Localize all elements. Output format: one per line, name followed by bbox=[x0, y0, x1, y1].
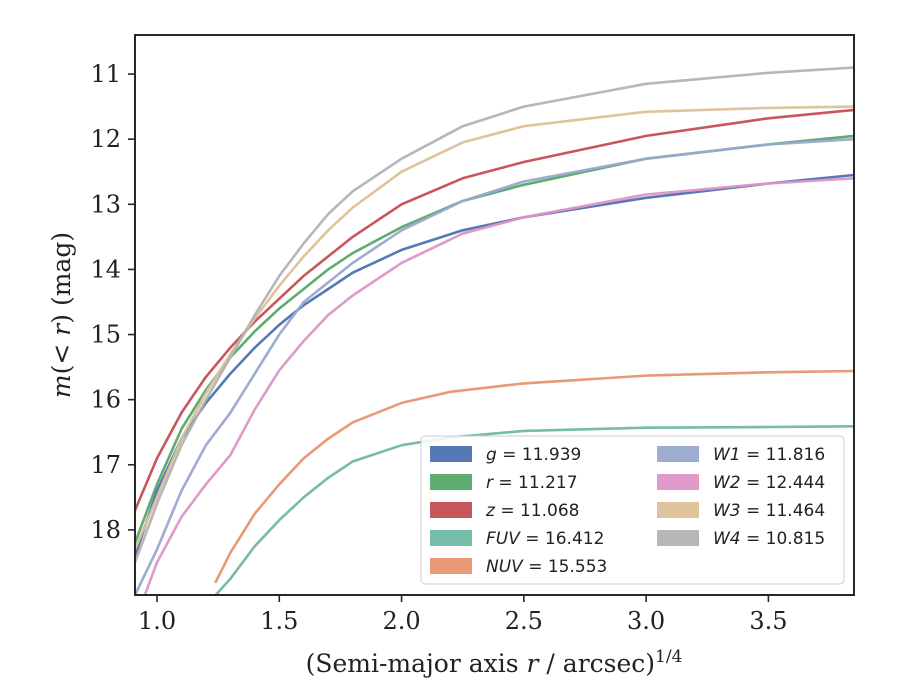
x-axis-ticks: 1.0 1.5 2.0 2.5 3.0 3.5 bbox=[138, 595, 787, 635]
y-tick-label: 14 bbox=[90, 255, 121, 283]
legend-swatch-r bbox=[430, 474, 472, 490]
series-line-w4 bbox=[135, 66, 854, 564]
legend: g = 11.939 r = 11.217 z = 11.068 FUV = 16.4… bbox=[420, 435, 845, 585]
x-tick-label: 2.0 bbox=[382, 607, 420, 635]
legend-swatch-w3 bbox=[657, 502, 699, 518]
legend-label-g: g = 11.939 bbox=[486, 445, 581, 465]
x-tick-label: 1.0 bbox=[138, 607, 176, 635]
legend-swatch-g bbox=[430, 446, 472, 462]
y-tick-label: 15 bbox=[90, 321, 121, 349]
x-tick-label: 1.5 bbox=[260, 607, 298, 635]
series-line-fuv bbox=[214, 424, 854, 595]
legend-label-nuv: NUV = 15.553 bbox=[486, 557, 607, 577]
legend-label-w4: W4 = 10.815 bbox=[713, 529, 825, 549]
legend-swatch-z bbox=[430, 502, 472, 518]
x-axis-label: (Semi-major axis r / arcsec)1/4 bbox=[306, 647, 683, 678]
y-tick-label: 16 bbox=[90, 386, 121, 414]
legend-label-w3: W3 = 11.464 bbox=[713, 501, 825, 521]
legend-box bbox=[420, 435, 845, 585]
legend-label-z: z = 11.068 bbox=[485, 501, 579, 521]
series-line-w1 bbox=[135, 137, 854, 595]
series-layer bbox=[135, 66, 854, 595]
legend-swatch-w1 bbox=[657, 446, 699, 462]
series-line-nuv bbox=[214, 369, 854, 584]
legend-label-r: r = 11.217 bbox=[486, 473, 578, 493]
series-line-r bbox=[135, 134, 854, 545]
y-tick-label: 12 bbox=[90, 125, 121, 153]
legend-swatch-nuv bbox=[430, 558, 472, 574]
plot-frame bbox=[134, 34, 855, 596]
legend-swatch-w2 bbox=[657, 474, 699, 490]
y-tick-label: 11 bbox=[90, 60, 121, 88]
legend-label-fuv: FUV = 16.412 bbox=[486, 529, 604, 549]
y-tick-label: 13 bbox=[90, 190, 121, 218]
legend-label-w2: W2 = 12.444 bbox=[713, 473, 825, 493]
legend-swatch-fuv bbox=[430, 530, 472, 546]
y-axis-ticks: 11 12 13 14 15 16 17 18 bbox=[90, 60, 135, 544]
x-tick-label: 3.5 bbox=[749, 607, 787, 635]
legend-swatch-w4 bbox=[657, 530, 699, 546]
series-line-z bbox=[135, 108, 854, 512]
x-tick-label: 2.5 bbox=[505, 607, 543, 635]
series-line-w2 bbox=[143, 177, 854, 595]
series-line-w3 bbox=[135, 105, 854, 551]
y-tick-label: 18 bbox=[90, 516, 121, 544]
y-tick-label: 17 bbox=[90, 451, 121, 479]
legend-label-w1: W1 = 11.816 bbox=[713, 445, 825, 465]
x-tick-label: 3.0 bbox=[627, 607, 665, 635]
y-axis-label: m(< r) (mag) bbox=[47, 232, 76, 398]
